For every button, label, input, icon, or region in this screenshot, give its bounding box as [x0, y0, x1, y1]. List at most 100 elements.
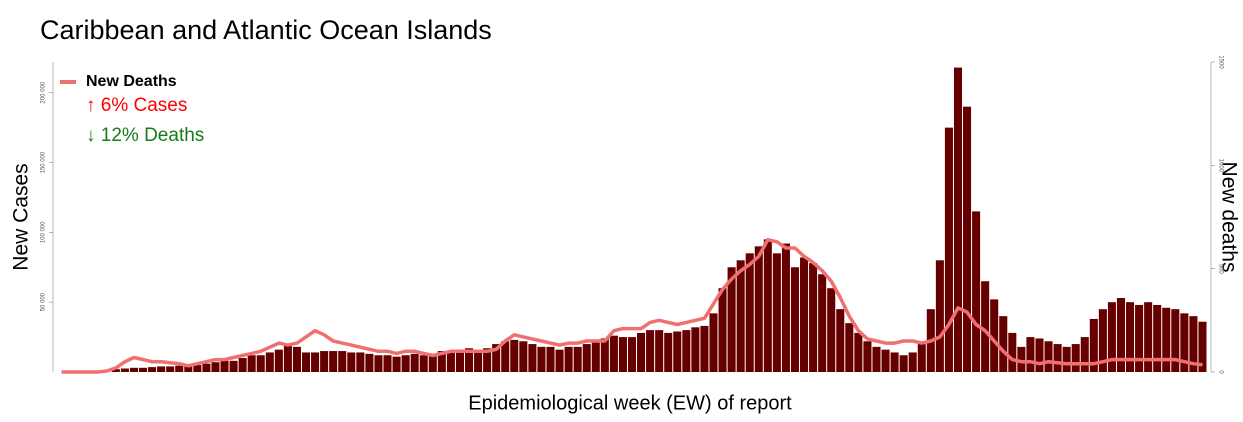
bar — [1107, 302, 1116, 372]
bar — [899, 355, 908, 372]
bar — [953, 67, 963, 373]
bar — [428, 353, 437, 372]
bar — [881, 349, 890, 372]
bar — [854, 332, 863, 372]
bar — [827, 288, 836, 372]
bar — [437, 351, 446, 372]
bar — [455, 349, 464, 372]
bar — [944, 127, 953, 372]
bar — [1162, 307, 1171, 372]
bar — [138, 367, 148, 372]
bar — [1171, 309, 1180, 372]
bar — [700, 325, 709, 372]
bar — [790, 267, 800, 372]
bar — [999, 316, 1008, 372]
bar — [537, 346, 546, 372]
bar — [863, 341, 872, 372]
bar — [175, 365, 184, 372]
bar — [464, 348, 474, 372]
bar — [845, 323, 854, 372]
bar — [564, 346, 573, 372]
bar — [184, 365, 193, 372]
y-axis-label: New Cases — [10, 163, 33, 270]
bar — [483, 348, 492, 372]
bar — [727, 267, 736, 372]
bar — [157, 366, 166, 372]
legend-label: New Deaths — [86, 73, 177, 90]
bar — [890, 352, 899, 372]
bar — [655, 330, 664, 372]
bar — [908, 352, 917, 372]
bar — [492, 344, 501, 372]
bar — [664, 332, 673, 372]
bar — [320, 351, 329, 372]
bar — [1189, 316, 1198, 372]
y-tick-label: 200 000 — [41, 81, 47, 103]
bar — [301, 352, 311, 372]
bar — [1116, 297, 1126, 372]
bar — [754, 246, 763, 372]
bar — [193, 365, 202, 372]
bar — [1198, 321, 1207, 372]
bar — [818, 274, 827, 372]
bar — [772, 253, 781, 372]
bar — [1089, 318, 1098, 372]
y2-axis-label: New deaths — [1217, 162, 1240, 273]
bar — [981, 281, 990, 372]
bar — [917, 344, 926, 372]
bar — [646, 330, 655, 372]
y2-tick-label: 1500 — [1217, 55, 1223, 69]
bar — [600, 338, 609, 372]
bar — [410, 353, 419, 372]
bar — [1098, 309, 1107, 372]
bar — [274, 349, 283, 372]
bar — [609, 335, 618, 372]
bar — [935, 260, 944, 372]
bar — [546, 346, 555, 372]
bar — [338, 351, 347, 372]
bar — [1053, 344, 1062, 372]
bar — [555, 349, 564, 372]
chart-title: Caribbean and Atlantic Ocean Islands — [40, 15, 492, 45]
bar — [292, 346, 301, 372]
y-tick-label: 50 000 — [41, 292, 47, 311]
bar — [709, 313, 718, 372]
bar — [229, 360, 238, 372]
bar — [627, 337, 637, 372]
bar — [718, 288, 727, 372]
bar — [111, 369, 120, 372]
bar — [401, 355, 410, 372]
bar — [238, 358, 247, 372]
bar — [800, 257, 809, 372]
bar — [691, 327, 700, 372]
bar — [166, 366, 175, 372]
bar — [1008, 332, 1017, 372]
bar — [582, 344, 591, 372]
bar — [519, 341, 528, 372]
bar — [963, 106, 972, 372]
y2-tick-label: 1000 — [1217, 159, 1223, 173]
bar — [1035, 338, 1044, 372]
x-axis-label: Epidemiological week (EW) of report — [468, 392, 792, 414]
bar — [256, 355, 265, 372]
y2-tick-label: 500 — [1217, 264, 1223, 275]
bar — [211, 362, 220, 372]
line — [61, 237, 1203, 374]
y2-tick-label: 0 — [1217, 370, 1223, 374]
bar — [1180, 313, 1189, 372]
bar — [148, 367, 157, 372]
bar — [1017, 346, 1026, 372]
bar — [618, 337, 627, 372]
bar — [501, 341, 510, 372]
bar — [781, 243, 790, 372]
bar — [1026, 337, 1035, 372]
bar — [311, 352, 320, 372]
bar — [673, 331, 682, 372]
bar — [356, 352, 365, 372]
bar — [1071, 344, 1080, 372]
bar — [1080, 337, 1089, 372]
bar — [510, 339, 519, 372]
bar — [129, 367, 138, 372]
bar — [474, 349, 483, 372]
bar — [745, 253, 754, 372]
